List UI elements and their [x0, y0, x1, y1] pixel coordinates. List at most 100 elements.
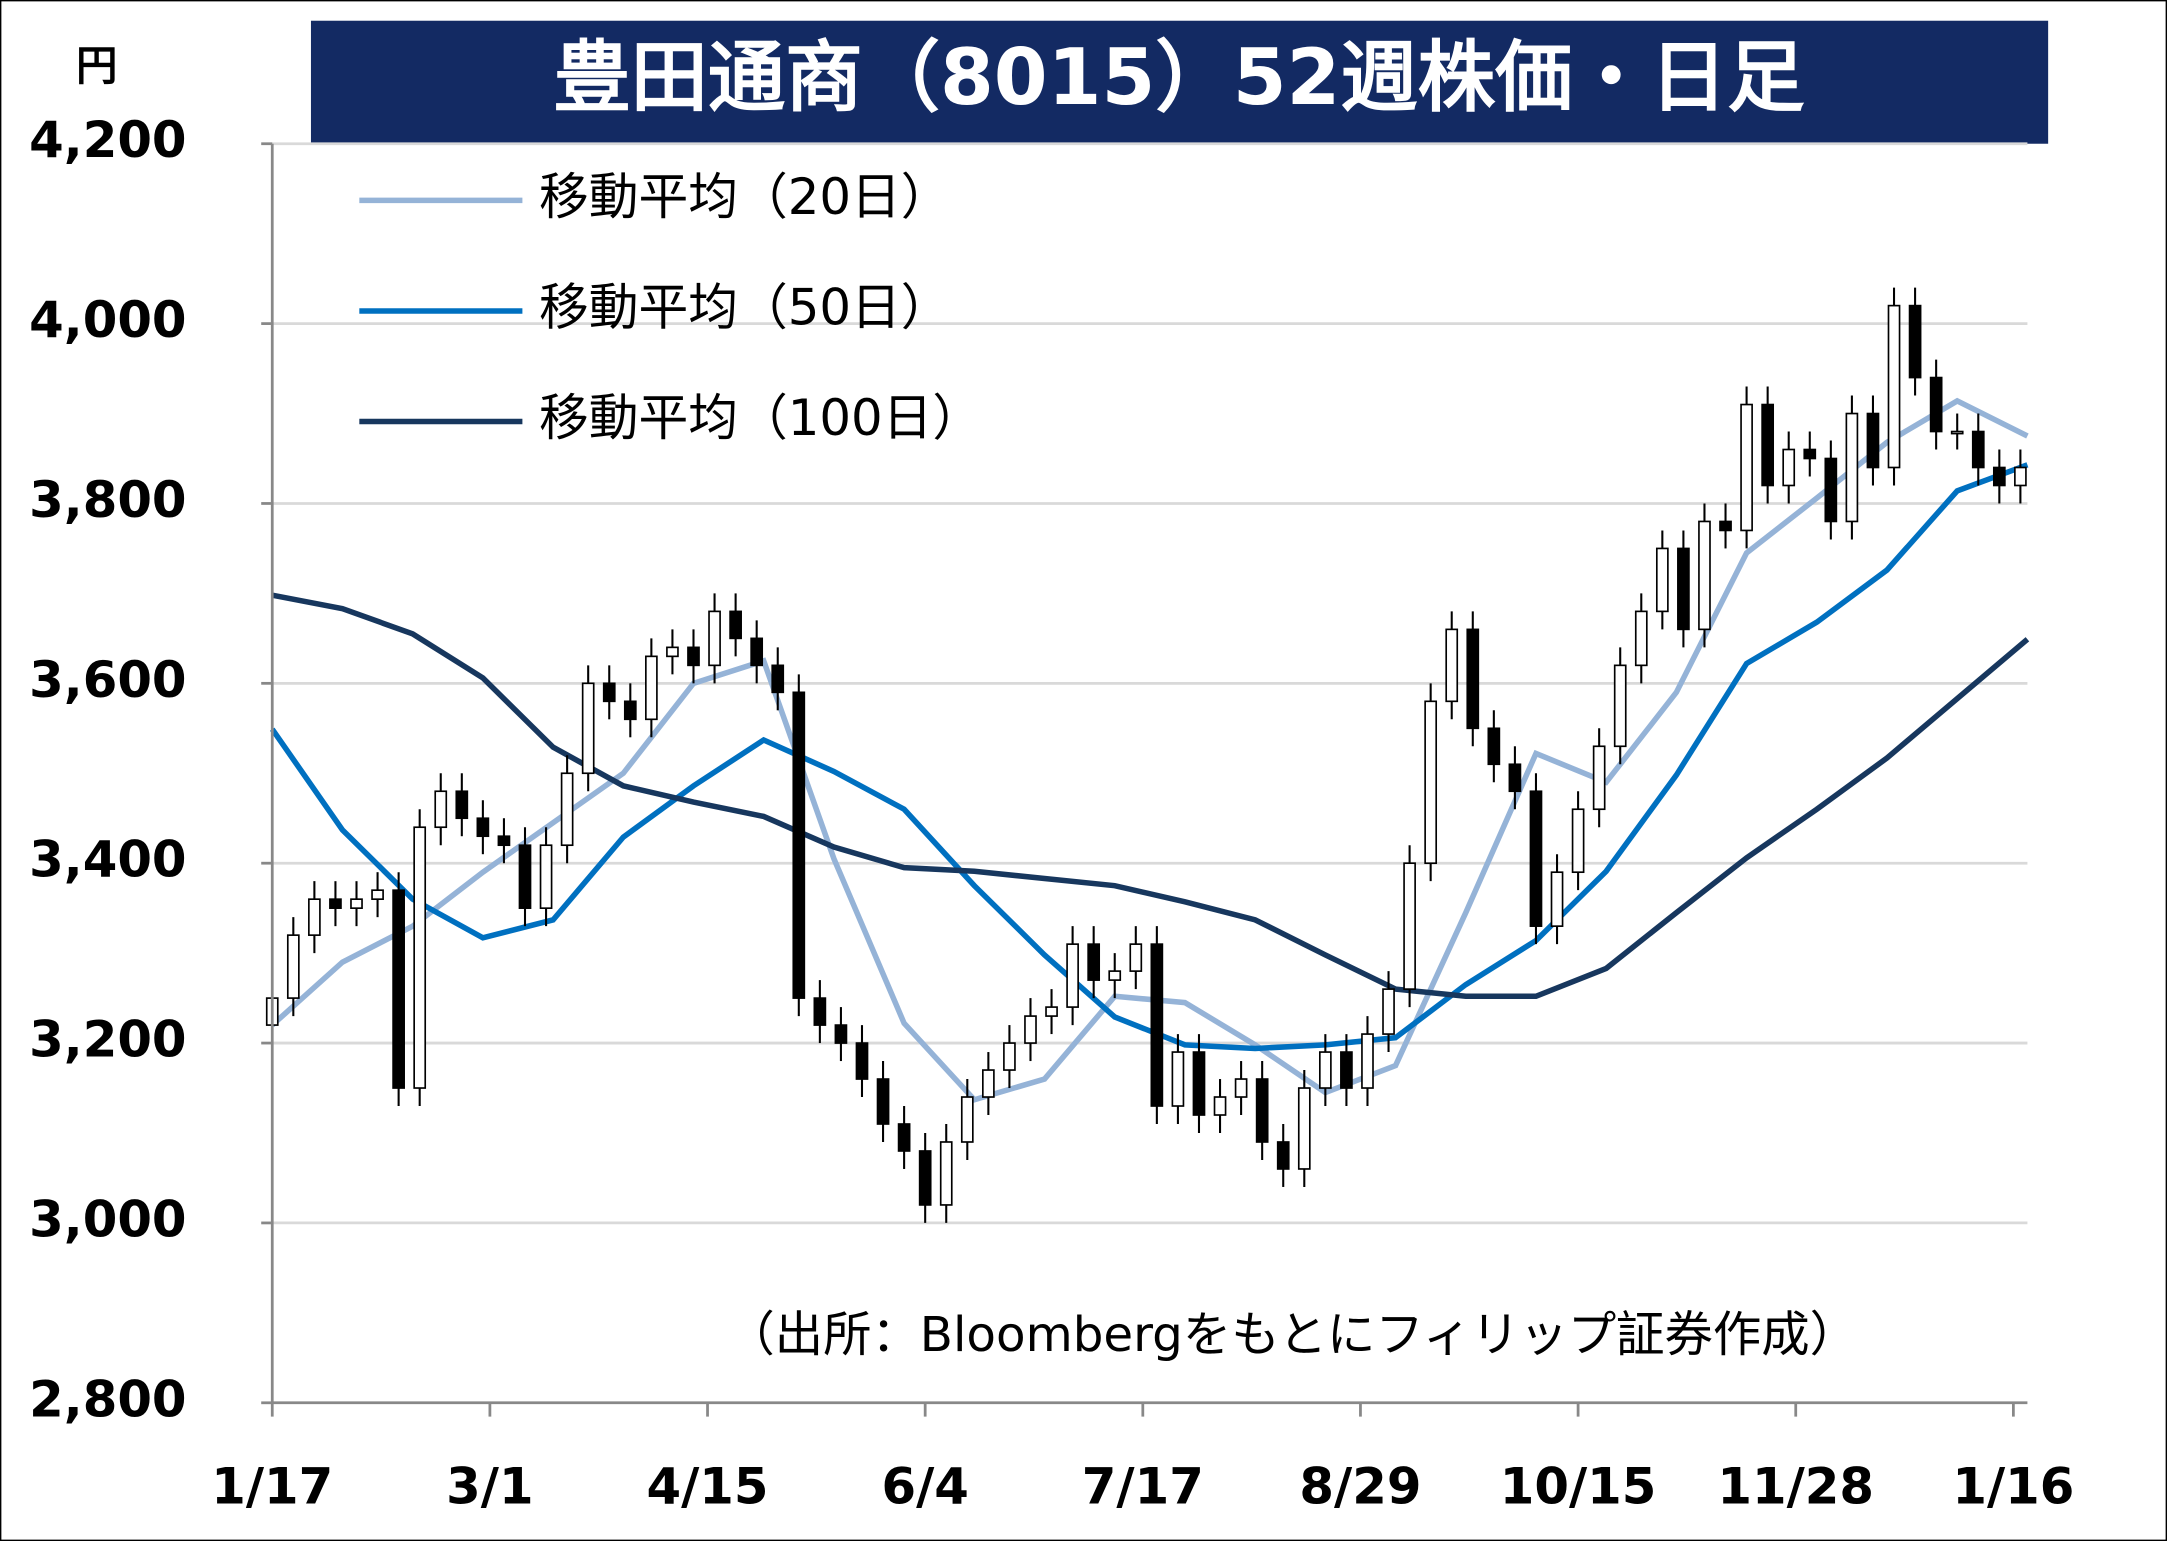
- candle-body: [1024, 1015, 1037, 1044]
- candle-body: [1318, 1051, 1332, 1089]
- candle-body: [1297, 1087, 1311, 1170]
- y-tick-label: 4,000: [29, 291, 186, 349]
- candle-body: [855, 1042, 869, 1080]
- candle-body: [771, 664, 785, 694]
- y-tick-label: 3,400: [29, 831, 186, 889]
- x-tick-label: 1/16: [1952, 1457, 2074, 1515]
- legend-label: 移動平均（20日）: [539, 168, 951, 226]
- title-box: [310, 20, 2049, 144]
- candle-body: [1971, 430, 1985, 469]
- y-tick-label: 2,800: [29, 1370, 186, 1428]
- candle-body: [1340, 1051, 1353, 1089]
- x-tick-label: 8/29: [1299, 1457, 1421, 1515]
- candle-body: [666, 646, 679, 658]
- candle-body: [1908, 304, 1922, 379]
- candle-body: [308, 898, 321, 936]
- candles: [265, 287, 2027, 1223]
- candle-body: [645, 655, 658, 721]
- source-note: （出所：Bloombergをもとにフィリップ証券作成）: [726, 1307, 1858, 1363]
- candle-body: [623, 700, 637, 721]
- candle-body: [1213, 1096, 1227, 1116]
- candle-body: [539, 844, 553, 909]
- candle-body: [1719, 520, 1732, 532]
- candle-body: [897, 1123, 911, 1152]
- candle-body: [708, 610, 721, 667]
- axes: 2,800 3,000 3,200 3,400 3,600 3,800 4,000 4,200…: [29, 111, 2074, 1515]
- candle-body: [1234, 1078, 1248, 1098]
- candle-body: [1887, 304, 1901, 469]
- candle-body: [1466, 628, 1480, 730]
- candle-body: [792, 691, 806, 999]
- candle-body: [1382, 988, 1395, 1035]
- candle-body: [834, 1024, 848, 1044]
- candle-body: [939, 1141, 953, 1206]
- candle-body: [1003, 1042, 1016, 1071]
- candle-body: [1950, 430, 1964, 435]
- candle-body: [1613, 664, 1627, 748]
- candle-body: [1066, 943, 1079, 1008]
- x-tick-label: 6/4: [881, 1457, 968, 1515]
- candle-body: [1529, 790, 1543, 927]
- candle-body: [392, 889, 405, 1089]
- candle-body: [1361, 1033, 1374, 1089]
- x-tick-label: 3/1: [446, 1457, 533, 1515]
- candle-body: [1592, 745, 1606, 811]
- chart-title: 豊田通商（8015）52週株価・日足: [553, 33, 1805, 123]
- candle-body: [350, 898, 363, 909]
- candle-body: [518, 844, 532, 909]
- y-tick-label: 3,000: [29, 1190, 186, 1248]
- candle-body: [1698, 520, 1711, 631]
- candle-body: [602, 682, 616, 703]
- candle-body: [1508, 763, 1522, 793]
- candle-body: [1192, 1051, 1206, 1116]
- candle-body: [1571, 808, 1585, 874]
- candle-body: [1740, 403, 1753, 532]
- candle-body: [1087, 943, 1101, 981]
- y-tick-label: 4,200: [29, 111, 186, 169]
- y-unit: 円: [76, 42, 117, 90]
- candle-body: [1550, 871, 1564, 927]
- candle-body: [1992, 466, 2006, 487]
- candle-body: [1424, 700, 1438, 865]
- y-tick-label: 3,600: [29, 651, 186, 709]
- y-tick-label: 3,800: [29, 471, 186, 529]
- candle-body: [1761, 403, 1775, 487]
- candle-body: [329, 898, 342, 909]
- candle-body: [413, 826, 427, 1089]
- candle-body: [687, 646, 700, 667]
- candle-body: [982, 1069, 995, 1098]
- candle-body: [1129, 943, 1143, 972]
- x-tick-label: 10/15: [1500, 1457, 1657, 1515]
- candle-body: [1845, 412, 1859, 523]
- candle-body: [1655, 547, 1669, 613]
- candle-body: [1929, 376, 1943, 433]
- x-tick-label: 11/28: [1717, 1457, 1874, 1515]
- candle-body: [960, 1096, 974, 1143]
- candle-body: [1171, 1051, 1185, 1107]
- candle-body: [434, 790, 448, 829]
- candle-body: [1403, 862, 1416, 990]
- candle-body: [1824, 457, 1838, 523]
- candle-body: [1150, 943, 1164, 1107]
- candle-body: [497, 835, 511, 847]
- candle-body: [1634, 610, 1648, 667]
- candle-body: [581, 682, 595, 775]
- candle-body: [750, 637, 764, 667]
- candle-body: [1866, 412, 1880, 469]
- legend: 移動平均（20日） 移動平均（50日） 移動平均（100日）: [359, 168, 982, 447]
- candle-body: [918, 1150, 932, 1206]
- candle-body: [476, 817, 490, 838]
- candle-body: [1445, 628, 1459, 703]
- candle-body: [876, 1078, 890, 1125]
- candle-body: [455, 790, 469, 820]
- candle-body: [371, 889, 384, 900]
- candle-body: [1276, 1141, 1290, 1170]
- candle-body: [1045, 1006, 1058, 1017]
- candle-body: [2014, 466, 2027, 487]
- y-tick-label: 3,200: [29, 1011, 186, 1069]
- x-tick-label: 1/17: [211, 1457, 333, 1515]
- candle-body: [1108, 970, 1122, 981]
